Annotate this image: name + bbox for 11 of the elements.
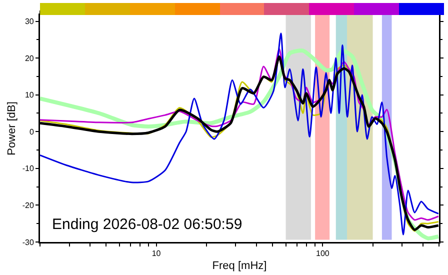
y-tick-label: -20 [22, 201, 34, 210]
annotation: Ending 2026-08-02 06:50:59 [52, 216, 242, 233]
y-tick-label: 30 [24, 17, 34, 26]
x-axis-title: Freq [mHz] [212, 260, 267, 272]
y-tick-label: -30 [22, 238, 34, 247]
y-tick-label: 0 [29, 127, 34, 136]
y-axis-title: Power [dB] [6, 102, 18, 156]
y-tick-label: 20 [24, 54, 34, 63]
y-tick-label: 10 [24, 90, 34, 100]
x-tick-label: 100 [316, 249, 330, 258]
y-tick-label: -10 [22, 164, 34, 174]
